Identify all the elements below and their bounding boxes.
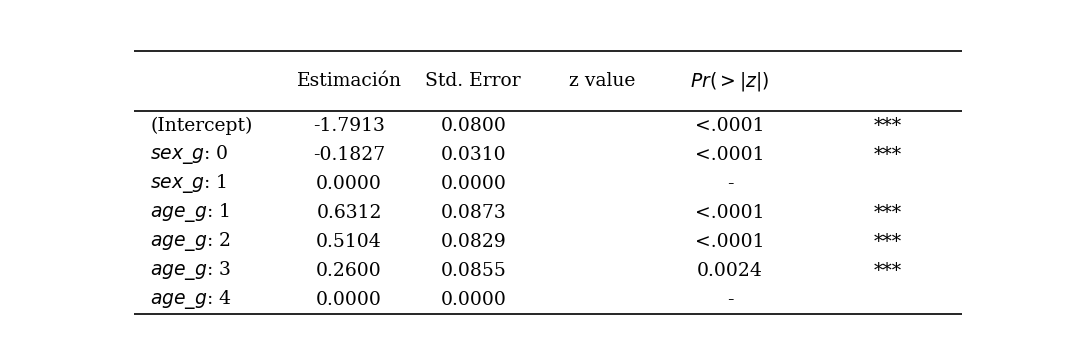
Text: $\mathit{age\_g}$: 4: $\mathit{age\_g}$: 4 [150, 288, 232, 311]
Text: 0.0024: 0.0024 [697, 262, 763, 279]
Text: Std. Error: Std. Error [425, 72, 521, 90]
Text: 0.0000: 0.0000 [440, 175, 507, 193]
Text: 0.2600: 0.2600 [316, 262, 382, 279]
Text: 0.6312: 0.6312 [316, 204, 382, 222]
Text: ***: *** [873, 117, 901, 135]
Text: <.0001: <.0001 [695, 117, 765, 135]
Text: <.0001: <.0001 [695, 204, 765, 222]
Text: <.0001: <.0001 [695, 233, 765, 251]
Text: $\mathit{age\_g}$: 2: $\mathit{age\_g}$: 2 [150, 230, 231, 253]
Text: 0.5104: 0.5104 [316, 233, 382, 251]
Text: ***: *** [873, 262, 901, 279]
Text: -0.1827: -0.1827 [313, 146, 385, 164]
Text: 0.0000: 0.0000 [316, 290, 382, 309]
Text: ***: *** [873, 204, 901, 222]
Text: z value: z value [569, 72, 635, 90]
Text: 0.0000: 0.0000 [316, 175, 382, 193]
Text: 0.0800: 0.0800 [440, 117, 507, 135]
Text: -: - [727, 175, 733, 193]
Text: -1.7913: -1.7913 [313, 117, 385, 135]
Text: 0.0000: 0.0000 [440, 290, 507, 309]
Text: $\mathit{age\_g}$: 3: $\mathit{age\_g}$: 3 [150, 259, 231, 282]
Text: 0.0310: 0.0310 [440, 146, 506, 164]
Text: -: - [727, 290, 733, 309]
Text: 0.0829: 0.0829 [440, 233, 507, 251]
Text: $\mathit{sex\_g}$: 1: $\mathit{sex\_g}$: 1 [150, 172, 228, 195]
Text: $\mathit{age\_g}$: 1: $\mathit{age\_g}$: 1 [150, 201, 230, 224]
Text: 0.0855: 0.0855 [440, 262, 507, 279]
Text: ***: *** [873, 233, 901, 251]
Text: (Intercept): (Intercept) [150, 117, 252, 135]
Text: $\mathit{sex\_g}$: 0: $\mathit{sex\_g}$: 0 [150, 143, 229, 166]
Text: 0.0873: 0.0873 [440, 204, 507, 222]
Text: $Pr(>|z|)$: $Pr(>|z|)$ [691, 69, 770, 93]
Text: <.0001: <.0001 [695, 146, 765, 164]
Text: Estimación: Estimación [296, 72, 402, 90]
Text: ***: *** [873, 146, 901, 164]
